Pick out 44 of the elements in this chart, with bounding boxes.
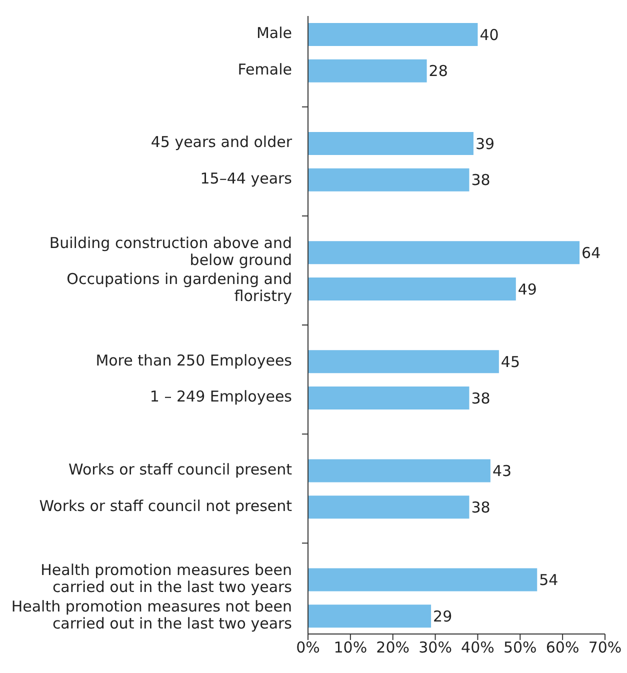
x-tick-label: 30% (418, 638, 452, 657)
bar (308, 241, 580, 264)
data-label: 38 (471, 389, 490, 408)
y-tick-label: Male (256, 24, 292, 42)
data-label: 43 (492, 462, 512, 480)
bar (308, 496, 470, 519)
data-label: 39 (475, 134, 495, 153)
bar (308, 568, 538, 592)
y-tick-label: 15–44 years (200, 170, 292, 188)
bar (308, 277, 516, 300)
bar (308, 23, 478, 46)
y-tick-label: 45 years and older (150, 133, 293, 152)
data-label: 38 (471, 171, 490, 190)
bar (308, 459, 490, 482)
y-tick-label: 1 – 249 Employees (150, 388, 292, 406)
y-tick-label: Works or staff council present (68, 460, 292, 479)
data-label: 54 (539, 571, 558, 590)
x-tick-label: 50% (503, 638, 537, 657)
x-tick-label: 60% (546, 638, 580, 657)
data-label: 49 (518, 280, 537, 298)
y-tick-label: Health promotion measures been carried out in the last two years (40, 561, 292, 596)
data-label: 40 (480, 26, 499, 44)
bar (308, 168, 470, 192)
data-label: 29 (433, 607, 452, 626)
y-tick-label: More than 250 Employees (96, 351, 292, 370)
data-label: 28 (428, 62, 448, 80)
bar (308, 386, 470, 410)
bar (308, 604, 432, 628)
data-label: 45 (500, 353, 520, 371)
x-tick-label: 10% (334, 638, 368, 657)
x-tick-label: 0% (296, 638, 320, 657)
bar (308, 59, 427, 82)
y-tick-label: Building construction above and below ground (49, 234, 292, 269)
bar (308, 132, 474, 156)
y-tick-label: Female (238, 60, 292, 79)
y-tick-label: Works or staff council not present (39, 496, 292, 515)
x-tick-label: 40% (461, 638, 494, 657)
y-tick-label: Occupations in gardening and floristry (66, 270, 292, 306)
x-tick-label: 70% (588, 638, 622, 657)
data-label: 38 (471, 498, 490, 516)
bar (308, 350, 499, 374)
x-tick-label: 20% (376, 638, 410, 657)
y-tick-label: Health promotion measures not been carried out in the last two years (11, 597, 292, 632)
data-label: 64 (582, 244, 601, 262)
